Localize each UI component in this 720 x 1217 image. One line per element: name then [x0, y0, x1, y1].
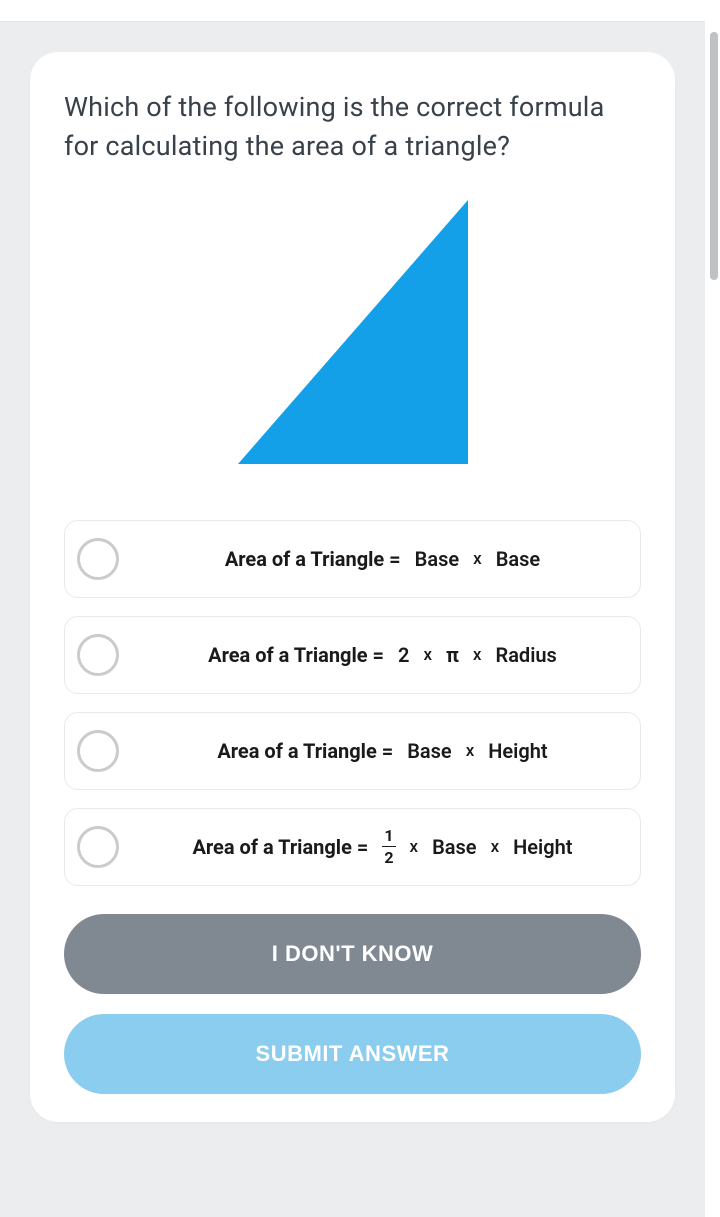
- answer-option[interactable]: Area of a Triangle =2xπxRadius: [64, 616, 641, 694]
- term: Base: [407, 739, 451, 763]
- term: Base: [415, 547, 459, 571]
- operator: x: [423, 645, 432, 665]
- formula-label: Area of a Triangle =: [225, 547, 401, 571]
- scrollbar-thumb[interactable]: [710, 32, 718, 280]
- submit-answer-button[interactable]: SUBMIT ANSWER: [64, 1014, 641, 1094]
- formula-label: Area of a Triangle =: [217, 739, 393, 763]
- options-list: Area of a Triangle =BasexBaseArea of a T…: [64, 520, 641, 886]
- answer-option[interactable]: Area of a Triangle = Basex Base: [64, 520, 641, 598]
- figure-container: [64, 200, 641, 464]
- answer-option[interactable]: Area of a Triangle = Basex Height: [64, 712, 641, 790]
- operator: x: [491, 837, 500, 857]
- formula-label: Area of a Triangle =: [208, 643, 384, 667]
- fraction: 12: [382, 828, 395, 866]
- operator: x: [473, 549, 482, 569]
- formula-row: Area of a Triangle =12xBasexHeight: [137, 828, 628, 866]
- operator: x: [466, 741, 475, 761]
- i-dont-know-button[interactable]: I DON'T KNOW: [64, 914, 641, 994]
- radio-icon: [77, 538, 119, 580]
- term: Radius: [495, 643, 556, 667]
- operator: x: [410, 837, 419, 857]
- term: Height: [488, 739, 547, 763]
- fraction-numerator: 1: [382, 828, 395, 847]
- top-bar: [0, 0, 705, 22]
- term: 2: [398, 643, 409, 667]
- triangle-figure: [238, 200, 468, 464]
- term: Base: [432, 835, 476, 859]
- page-container: Which of the following is the correct fo…: [0, 22, 705, 1122]
- operator: x: [473, 645, 482, 665]
- answer-option[interactable]: Area of a Triangle =12xBasexHeight: [64, 808, 641, 886]
- radio-icon: [77, 826, 119, 868]
- formula-row: Area of a Triangle = Basex Height: [137, 739, 628, 763]
- term: Height: [513, 835, 572, 859]
- question-text: Which of the following is the correct fo…: [64, 88, 641, 166]
- question-card: Which of the following is the correct fo…: [30, 52, 675, 1122]
- pi-symbol: π: [446, 643, 459, 667]
- fraction-denominator: 2: [384, 847, 393, 866]
- radio-icon: [77, 730, 119, 772]
- term: Base: [496, 547, 540, 571]
- formula-row: Area of a Triangle =2xπxRadius: [137, 643, 628, 667]
- formula-row: Area of a Triangle = Basex Base: [137, 547, 628, 571]
- radio-icon: [77, 634, 119, 676]
- formula-label: Area of a Triangle =: [192, 835, 368, 859]
